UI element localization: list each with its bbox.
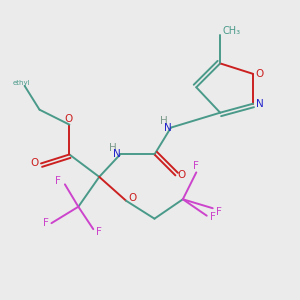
Text: H: H [160,116,167,126]
Text: F: F [210,212,216,222]
Text: O: O [256,69,264,79]
Text: F: F [43,218,48,228]
Text: O: O [129,193,137,203]
Text: H: H [109,143,116,153]
Text: N: N [164,123,172,133]
Text: O: O [30,158,39,168]
Text: N: N [113,149,121,160]
Text: F: F [56,176,61,186]
Text: O: O [65,114,73,124]
Text: F: F [216,207,222,217]
Text: O: O [178,170,186,180]
Text: ethyl: ethyl [13,80,30,86]
Text: N: N [256,99,263,109]
Text: CH₃: CH₃ [223,26,241,37]
Text: F: F [193,161,199,171]
Text: F: F [96,226,102,236]
